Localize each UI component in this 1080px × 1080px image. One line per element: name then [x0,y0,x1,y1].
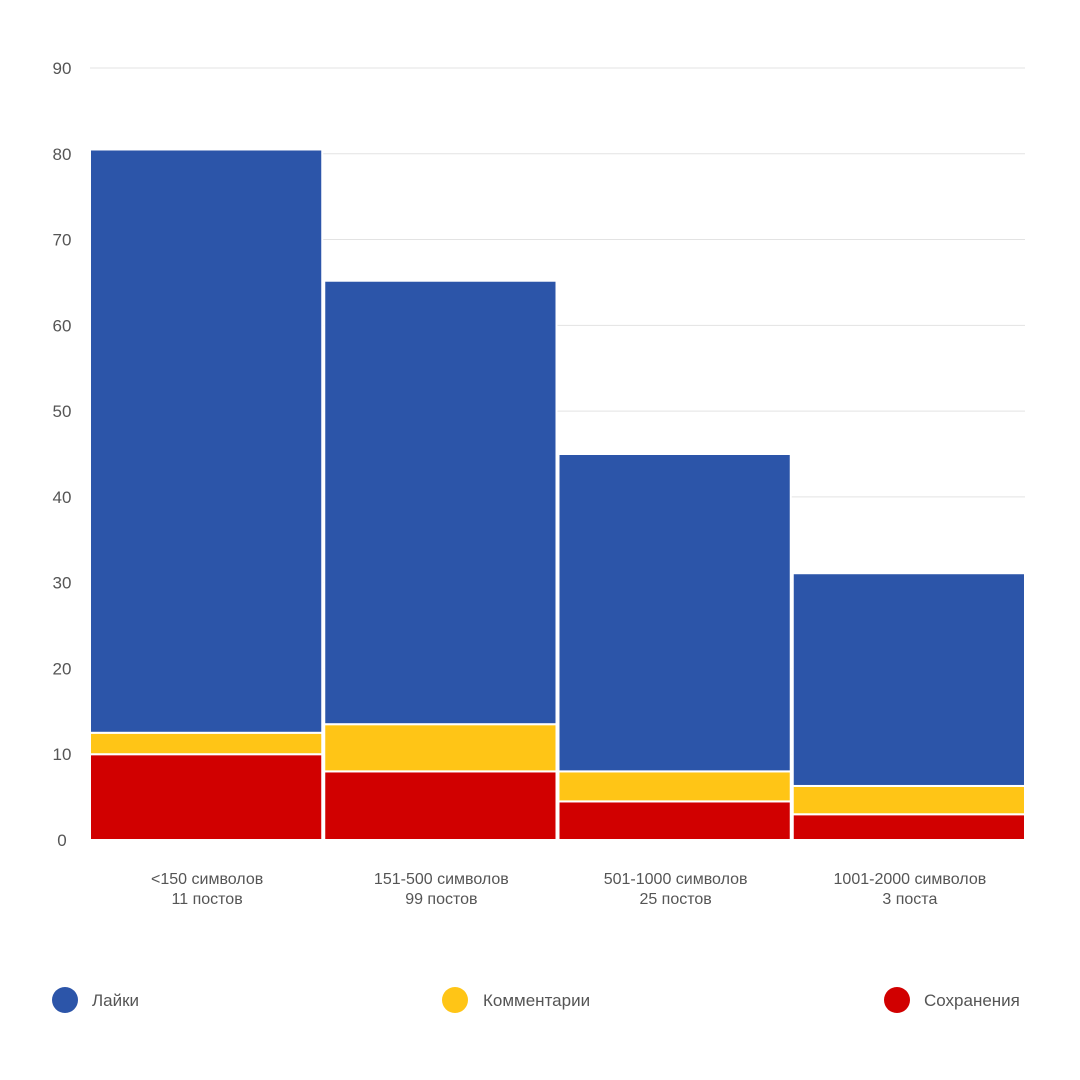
y-tick-label: 10 [53,745,72,764]
y-tick-label: 40 [53,488,72,507]
bar-segment-likes [791,572,1026,787]
bar-segment-saves [791,813,1026,841]
y-tick-label: 0 [57,831,66,850]
category-label-line2: 25 постов [639,891,711,908]
legend-label: Лайки [92,991,139,1010]
legend-label: Комментарии [483,991,590,1010]
y-tick-label: 30 [53,574,72,593]
category-label-line1: 151-500 символов [374,871,509,888]
legend-item: Сохранения [884,987,1020,1013]
y-tick-label: 50 [53,402,72,421]
legend-swatch [442,987,468,1013]
bar-segment-likes [89,148,324,734]
bar-segment-comments [791,784,1026,816]
x-axis-category-labels: <150 символов 11 постов 151-500 символов 99… [151,871,986,908]
legend: Лайки Комментарии Сохранения [52,987,1020,1013]
category-label-line2: 99 постов [405,891,477,908]
legend-item: Лайки [52,987,139,1013]
legend-item: Комментарии [442,987,590,1013]
bars [89,148,1026,842]
legend-swatch [52,987,78,1013]
bar-segment-comments [557,770,792,803]
y-tick-label: 20 [53,659,72,678]
category-label-line1: 501-1000 символов [604,871,748,888]
y-tick-label: 90 [53,59,72,78]
category-label-line1: 1001-2000 символов [834,871,987,888]
bar-segment-saves [323,770,558,842]
legend-label: Сохранения [924,991,1020,1010]
category-label-line2: 11 постов [172,891,243,908]
bar-segment-saves [557,800,792,842]
y-tick-label: 60 [53,316,72,335]
legend-swatch [884,987,910,1013]
y-tick-label: 80 [53,145,72,164]
y-tick-label: 70 [53,231,72,250]
category-label-line2: 3 поста [882,891,937,908]
bar-segment-likes [323,279,558,726]
bar-segment-saves [89,753,324,842]
category-label-line1: <150 символов [151,871,263,888]
bar-segment-likes [557,453,792,773]
bar-segment-comments [323,723,558,773]
bar-segment-comments [89,731,324,756]
y-axis-ticks: 0 10 20 30 40 50 60 70 80 90 [53,59,72,850]
